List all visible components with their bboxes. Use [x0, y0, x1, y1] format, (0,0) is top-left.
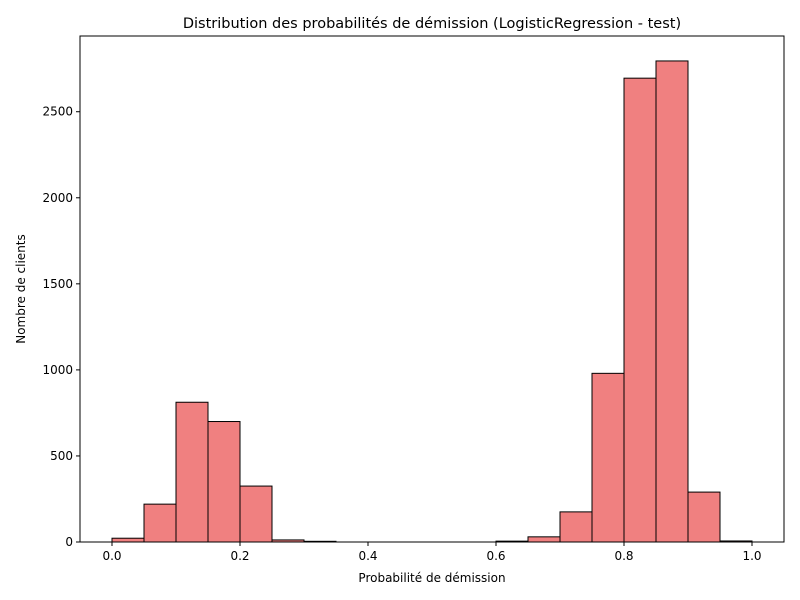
y-tick-label: 500	[50, 449, 73, 463]
x-tick-label: 0.6	[486, 549, 505, 563]
y-tick-label: 0	[65, 535, 73, 549]
y-tick-label: 1000	[42, 363, 73, 377]
histogram-bar	[143, 503, 177, 543]
histogram-bar	[623, 77, 657, 543]
y-axis: 0 500 1000 1500 2000 2500	[42, 105, 80, 549]
y-axis-label: Nombre de clients	[14, 234, 28, 344]
plot-frame	[79, 35, 785, 543]
y-tick-label: 1500	[42, 277, 73, 291]
histogram-bar	[591, 372, 625, 543]
x-axis: 0.0 0.2 0.4 0.6 0.8 1.0	[102, 542, 762, 563]
y-tick-label: 2000	[42, 191, 73, 205]
histogram-bar	[207, 421, 241, 543]
chart-title: Distribution des probabilités de démissi…	[183, 16, 681, 32]
histogram-bar	[559, 511, 593, 543]
x-tick-label: 0.4	[358, 549, 377, 563]
x-tick-label: 0.2	[230, 549, 249, 563]
histogram-bar	[175, 401, 209, 543]
x-tick-label: 1.0	[742, 549, 761, 563]
histogram-bar	[111, 537, 145, 543]
bars-group	[111, 60, 753, 543]
histogram-bar	[239, 485, 273, 543]
x-tick-label: 0.0	[102, 549, 121, 563]
x-axis-label: Probabilité de démission	[358, 571, 505, 585]
histogram-bar	[527, 536, 561, 543]
y-tick-label: 2500	[42, 105, 73, 119]
histogram-bar	[687, 491, 721, 543]
x-tick-label: 0.8	[614, 549, 633, 563]
histogram-bar	[655, 60, 689, 543]
